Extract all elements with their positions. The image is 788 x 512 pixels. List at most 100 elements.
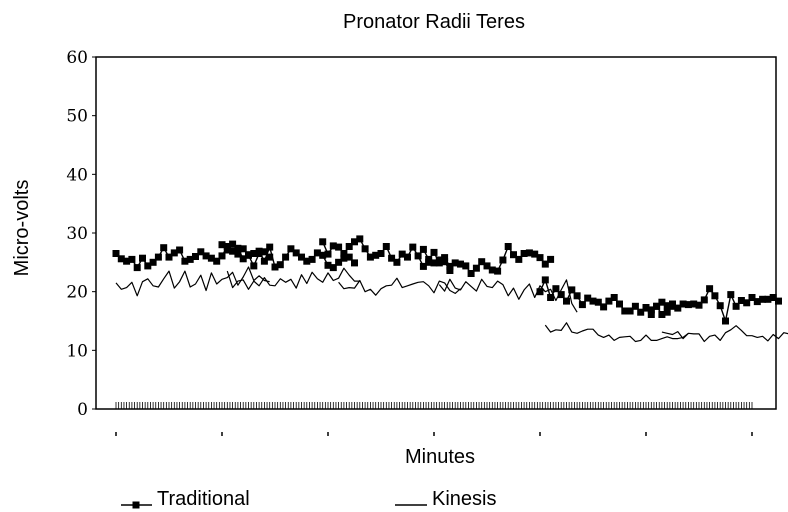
data-point-traditional <box>393 258 401 266</box>
data-point-traditional <box>298 253 305 261</box>
y-tick-label: 30 <box>66 224 88 244</box>
data-point-traditional <box>573 292 581 300</box>
data-point-traditional <box>441 258 449 266</box>
series-kinesis <box>115 266 788 343</box>
data-point-traditional <box>234 244 242 252</box>
data-point-traditional <box>176 246 184 254</box>
minute-tick-rug <box>115 402 753 409</box>
data-point-traditional <box>388 254 396 262</box>
series-kinesis-line <box>338 277 461 296</box>
x-axis <box>115 402 753 436</box>
data-point-traditional <box>319 238 327 246</box>
data-point-traditional <box>446 262 454 270</box>
legend-label-kinesis: Kinesis <box>432 488 496 510</box>
data-point-traditional <box>658 298 666 306</box>
data-point-traditional <box>139 254 146 262</box>
data-point-traditional <box>213 257 221 265</box>
data-point-traditional <box>515 255 523 263</box>
data-point-traditional <box>690 300 698 308</box>
data-point-traditional <box>552 285 560 293</box>
data-point-traditional <box>430 259 438 267</box>
series-kinesis-line <box>661 325 788 343</box>
data-point-traditional <box>600 303 608 311</box>
data-point-traditional <box>340 250 348 257</box>
data-point-traditional <box>631 302 639 310</box>
y-tick-label: 0 <box>77 400 88 420</box>
legend-item-kinesis: Kinesis <box>395 488 496 510</box>
data-point-traditional <box>568 286 576 294</box>
plot-frame <box>95 56 777 410</box>
data-point-traditional <box>626 307 634 315</box>
data-point-traditional <box>663 302 671 310</box>
data-point-traditional <box>759 295 767 303</box>
data-point-traditional <box>324 261 332 269</box>
legend-item-traditional: Traditional <box>121 488 250 510</box>
data-point-traditional <box>541 276 549 284</box>
y-tick-label: 50 <box>66 107 88 127</box>
y-tick-label: 40 <box>66 165 88 185</box>
data-point-traditional <box>488 266 496 274</box>
data-point-traditional <box>536 254 544 262</box>
y-axis: 0 10 20 30 40 50 60 <box>66 48 96 420</box>
data-point-traditional <box>223 246 231 254</box>
data-point-traditional <box>462 262 470 270</box>
data-point-traditional <box>478 258 486 266</box>
data-point-traditional <box>409 243 417 251</box>
data-point-traditional <box>197 248 205 256</box>
legend-swatch-traditional-marker <box>132 501 140 509</box>
data-point-traditional <box>775 297 782 305</box>
data-point-traditional <box>669 300 676 308</box>
data-point-traditional <box>499 256 507 264</box>
data-point-traditional <box>594 298 602 306</box>
data-point-traditional <box>287 245 295 253</box>
data-point-traditional <box>149 258 157 266</box>
data-point-traditional <box>722 317 729 325</box>
data-point-traditional <box>706 285 714 293</box>
data-point-traditional <box>276 261 284 269</box>
data-point-traditional <box>695 301 703 309</box>
data-point-traditional <box>525 249 533 257</box>
data-point-traditional <box>329 242 337 250</box>
data-point-traditional <box>239 255 247 263</box>
series-kinesis-line <box>226 267 360 290</box>
data-point-traditional <box>117 255 125 263</box>
data-point-traditional <box>430 248 438 256</box>
data-point-traditional <box>207 254 215 262</box>
data-point-traditional <box>700 296 708 304</box>
data-point-traditional <box>154 253 162 261</box>
data-point-traditional <box>340 254 348 262</box>
data-point-traditional <box>637 308 645 316</box>
data-point-traditional <box>234 250 242 258</box>
data-point-traditional <box>419 262 427 270</box>
data-point-traditional <box>467 270 475 277</box>
data-point-traditional <box>245 251 252 259</box>
data-point-traditional <box>345 243 353 250</box>
data-point-traditional <box>324 250 332 258</box>
data-point-traditional <box>266 243 274 251</box>
data-point-traditional <box>674 304 682 312</box>
data-point-traditional <box>308 255 316 263</box>
data-point-traditional <box>531 250 539 258</box>
series-kinesis-line <box>438 278 578 313</box>
data-point-traditional <box>144 262 152 270</box>
data-point-traditional <box>170 249 178 257</box>
data-point-traditional <box>128 255 136 263</box>
data-point-traditional <box>584 294 592 302</box>
data-point-traditional <box>255 247 263 255</box>
data-point-traditional <box>181 257 189 265</box>
data-point-traditional <box>520 250 528 257</box>
data-point-traditional <box>679 300 687 308</box>
data-point-traditional <box>653 302 661 310</box>
data-point-traditional <box>186 255 194 263</box>
y-axis-title: Micro-volts <box>11 180 33 277</box>
data-point-traditional <box>647 311 655 318</box>
data-point-traditional <box>303 257 311 265</box>
data-point-traditional <box>165 253 173 261</box>
data-point-traditional <box>457 260 464 268</box>
data-point-traditional <box>313 249 321 257</box>
data-point-traditional <box>351 238 358 246</box>
data-point-traditional <box>563 297 570 305</box>
data-point-traditional <box>764 295 772 303</box>
data-point-traditional <box>260 248 268 256</box>
